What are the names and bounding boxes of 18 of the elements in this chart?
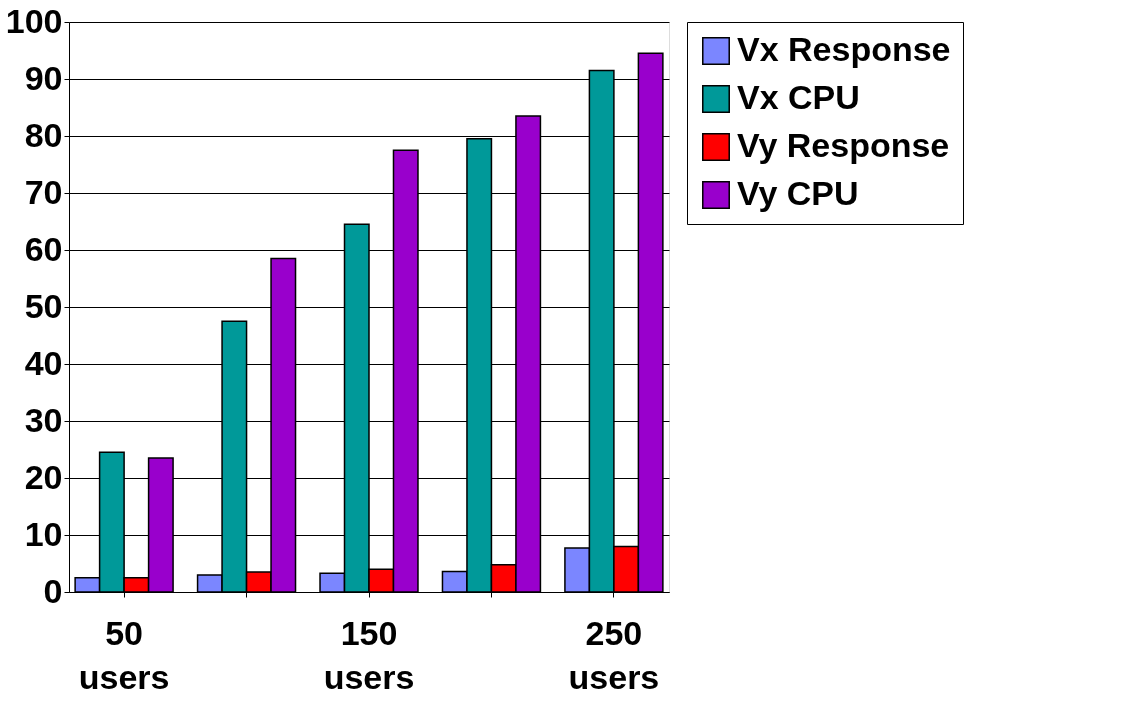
y-tick-label: 90 <box>24 58 63 97</box>
y-tick-label: 20 <box>24 457 63 496</box>
legend-label: Vy Response <box>737 126 950 164</box>
y-tick-label: 50 <box>24 286 63 325</box>
y-tick-label: 70 <box>24 172 63 211</box>
x-tick-label: 250 users <box>568 613 660 696</box>
y-tick-label: 10 <box>24 514 63 553</box>
y-tick-label: 100 <box>5 1 63 40</box>
y-tick-label: 30 <box>24 400 63 439</box>
x-tick-label: 50 users <box>78 613 170 696</box>
x-tick-label: 150 users <box>323 613 415 696</box>
legend-label: Vy CPU <box>737 174 859 212</box>
legend-label: Vx Response <box>737 30 951 68</box>
y-tick-label: 0 <box>43 571 63 610</box>
y-tick-label: 80 <box>24 115 63 154</box>
y-tick-label: 40 <box>24 343 63 382</box>
y-tick-label: 60 <box>24 229 63 268</box>
legend-label: Vx CPU <box>737 78 860 116</box>
